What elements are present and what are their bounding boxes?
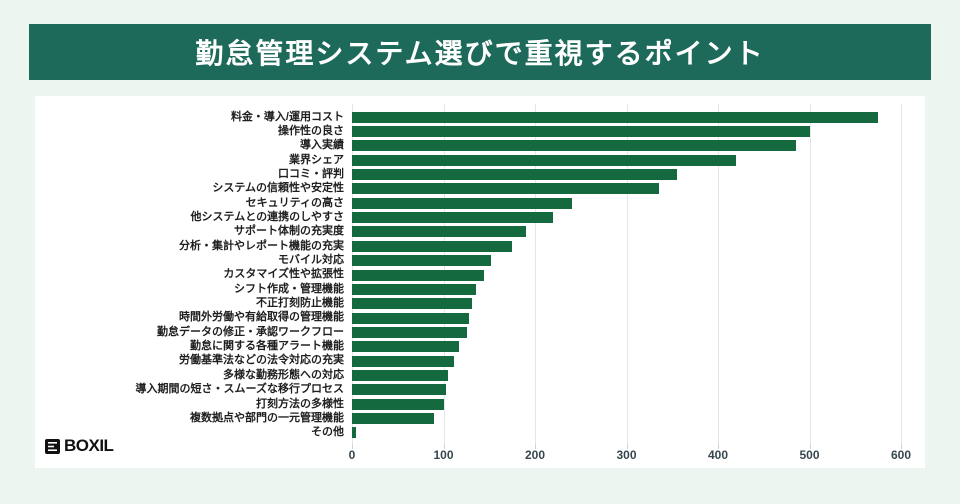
bar <box>352 269 484 281</box>
page-title: 勤怠管理システム選びで重視するポイント <box>195 38 765 69</box>
category-label: 導入期間の短さ・スムーズな移行プロセス <box>135 383 344 396</box>
gridline <box>535 104 536 444</box>
category-label: 打刻方法の多様性 <box>256 397 344 410</box>
category-label: 多様な勤務形態への対応 <box>223 368 344 381</box>
bar <box>352 341 460 353</box>
category-label: セキュリティの高さ <box>245 196 344 209</box>
category-label: 勤怠に関する各種アラート機能 <box>190 340 344 353</box>
bar-chart: 0 100 200 300 400 500 600 料金・導入/運用コスト 操作性の良さ導入実績… <box>35 96 925 468</box>
x-tick-label: 500 <box>799 448 820 462</box>
category-label: 不正打刻防止機能 <box>256 297 344 310</box>
x-tick-label: 200 <box>524 448 546 462</box>
category-label: システムの信頼性や安定性 <box>212 182 344 195</box>
boxil-logo-icon <box>45 438 60 454</box>
bar <box>352 312 470 324</box>
category-label: 労働基準法などの法令対応の充実 <box>179 354 344 367</box>
axis-tick <box>809 444 811 449</box>
bar <box>352 226 526 238</box>
bar <box>352 326 468 338</box>
bar <box>352 427 356 439</box>
gridline <box>901 104 902 444</box>
category-label: 業界シェア <box>289 153 344 166</box>
x-tick-label: 400 <box>707 448 729 462</box>
bar <box>352 369 449 381</box>
x-tick-label: 100 <box>433 448 454 462</box>
gridline <box>718 104 719 444</box>
bar <box>352 355 455 367</box>
category-label: 操作性の良さ <box>278 124 344 137</box>
bar <box>352 197 572 209</box>
x-tick-label: 300 <box>616 448 637 462</box>
bar <box>352 183 659 195</box>
bar <box>352 212 554 224</box>
boxil-logo: BOXIL <box>45 436 114 456</box>
axis-tick <box>901 444 902 449</box>
bar <box>352 154 737 166</box>
bar <box>352 255 492 267</box>
category-label: カスタマイズ性や拡張性 <box>223 268 344 281</box>
category-label: 他システムとの連携のしやすさ <box>190 210 344 223</box>
bar <box>352 283 477 295</box>
boxil-logo-text: BOXIL <box>64 436 114 455</box>
bar <box>352 240 513 252</box>
gridline <box>626 104 628 444</box>
bar <box>352 413 435 425</box>
bar <box>352 140 796 152</box>
bar <box>352 384 447 396</box>
category-label: シフト作成・管理機能 <box>234 282 344 295</box>
title-banner: 勤怠管理システム選びで重視するポイント <box>29 24 931 80</box>
category-label: 分析・集計やレポート機能の充実 <box>179 239 344 252</box>
category-label: サポート体制の充実度 <box>234 225 344 238</box>
x-tick-label: 0 <box>348 448 356 462</box>
axis-tick <box>718 444 719 449</box>
bar <box>352 398 444 410</box>
chart-card: 0 100 200 300 400 500 600 料金・導入/運用コスト 操作性の良さ導入実績… <box>35 96 925 468</box>
category-label: 複数拠点や部門の一元管理機能 <box>190 411 344 424</box>
category-label: 時間外労働や有給取得の管理機能 <box>179 311 344 324</box>
category-label: 料金・導入/運用コスト <box>230 110 344 123</box>
category-label: 勤怠データの修正・承認ワークフロー <box>157 325 344 338</box>
axis-tick <box>626 444 628 449</box>
bar <box>352 298 472 310</box>
bar <box>352 169 677 181</box>
category-label: 口コミ・評判 <box>278 167 344 180</box>
category-label: モバイル対応 <box>278 254 344 266</box>
category-label: 導入実績 <box>300 139 344 152</box>
axis-tick <box>352 444 353 449</box>
axis-tick <box>535 444 536 449</box>
x-tick-label: 600 <box>890 448 912 462</box>
category-label: その他 <box>311 426 344 439</box>
gridline <box>809 104 811 444</box>
axis-tick <box>443 444 445 449</box>
bar <box>352 111 879 123</box>
bar <box>352 126 810 138</box>
